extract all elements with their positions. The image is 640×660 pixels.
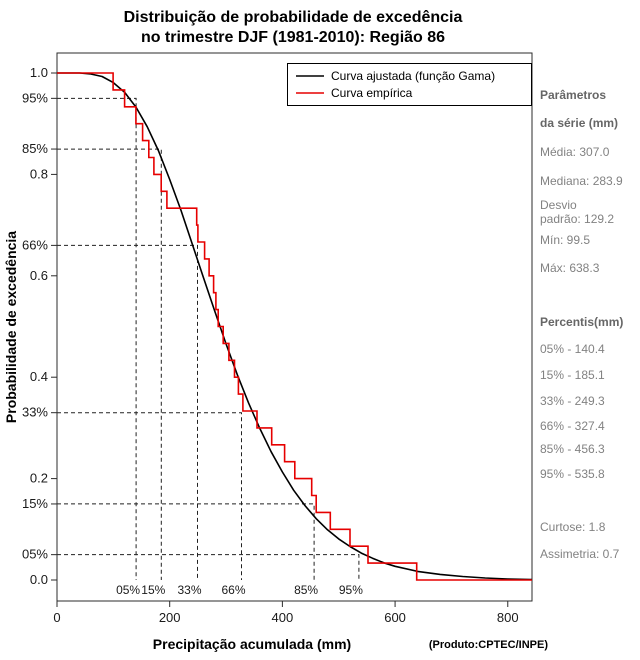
fitted-curve xyxy=(57,72,533,581)
x-tick-label: 400 xyxy=(272,610,294,625)
percentile-guide-label: 85% xyxy=(294,583,318,597)
stat-min: Mín: 99.5 xyxy=(540,233,591,247)
stat-kurtosis: Curtose: 1.8 xyxy=(540,520,606,534)
percentile-15: 15% - 185.1 xyxy=(540,368,605,382)
percentile-guide xyxy=(57,97,137,580)
x-tick-label: 800 xyxy=(497,610,519,625)
plot-render-layer: 05% 15% 33% 66% 85% 95%0 200 400 600 8001.095%85%… xyxy=(22,52,533,625)
params-header-line2: da série (mm) xyxy=(540,116,619,130)
plot-box xyxy=(56,52,533,602)
percentile-guide-label: 95% xyxy=(339,583,363,597)
chart-title: Distribuição de probabilidade de excedên… xyxy=(0,8,586,48)
percentile-guide-label: 05% xyxy=(116,583,140,597)
x-tick-label: 200 xyxy=(159,610,181,625)
percentile-guide xyxy=(57,412,242,580)
legend-label: Curva ajustada (função Gama) xyxy=(331,69,495,83)
y-tick-label: 95% xyxy=(22,90,48,105)
percentile-guide xyxy=(57,148,162,580)
chart-title-line1: Distribuição de probabilidade de excedên… xyxy=(123,9,463,26)
product-credit: (Produto:CPTEC/INPE) xyxy=(429,639,548,651)
y-tick-label: 15% xyxy=(22,496,48,511)
x-tick-label: 0 xyxy=(53,610,60,625)
y-tick-label: 33% xyxy=(22,405,48,420)
y-tick-label: 0.4 xyxy=(30,369,48,384)
y-tick-label: 0.0 xyxy=(30,572,48,587)
stats-sidebar: Parâmetros da série (mm) Média: 307.0 Me… xyxy=(540,88,638,561)
empirical-curve xyxy=(57,72,532,581)
stat-mean: Média: 307.0 xyxy=(540,145,610,159)
stat-max: Máx: 638.3 xyxy=(540,261,600,275)
percentile-33: 33% - 249.3 xyxy=(540,394,605,408)
percentile-05: 05% - 140.4 xyxy=(540,342,605,356)
stat-std-line1: Desvio xyxy=(540,198,577,212)
percentile-guide xyxy=(57,554,360,580)
y-tick-label: 1.0 xyxy=(30,65,48,80)
y-tick-label: 66% xyxy=(22,237,48,252)
y-tick-label: 85% xyxy=(22,141,48,156)
y-axis-title: Probabilidade de excedência xyxy=(3,231,19,423)
percentile-guide xyxy=(57,244,198,580)
legend-box xyxy=(287,63,532,106)
stat-std-line2: padrão: 129.2 xyxy=(540,212,615,226)
percentile-guide-label: 66% xyxy=(221,583,245,597)
legend-label: Curva empírica xyxy=(331,86,413,100)
percentile-85: 85% - 456.3 xyxy=(540,442,605,456)
y-tick-label: 05% xyxy=(22,547,48,562)
percentile-66: 66% - 327.4 xyxy=(540,419,605,433)
y-tick-label: 0.8 xyxy=(30,166,48,181)
x-axis-title: Precipitação acumulada (mm) xyxy=(153,636,351,652)
percentile-guide-label: 15% xyxy=(141,583,165,597)
y-tick-label: 0.2 xyxy=(30,471,48,486)
params-header-line1: Parâmetros xyxy=(540,88,607,102)
percentile-guide-label: 33% xyxy=(177,583,201,597)
percentile-95: 95% - 535.8 xyxy=(540,467,605,481)
percentiles-header: Percentis(mm) xyxy=(540,315,624,329)
stat-skewness: Assimetria: 0.7 xyxy=(540,547,620,561)
y-tick-label: 0.6 xyxy=(30,268,48,283)
stat-median: Mediana: 283.9 xyxy=(540,174,623,188)
chart-title-line2: no trimestre DJF (1981-2010): Região 86 xyxy=(140,29,446,46)
x-tick-label: 600 xyxy=(384,610,406,625)
percentile-guide xyxy=(57,503,315,580)
